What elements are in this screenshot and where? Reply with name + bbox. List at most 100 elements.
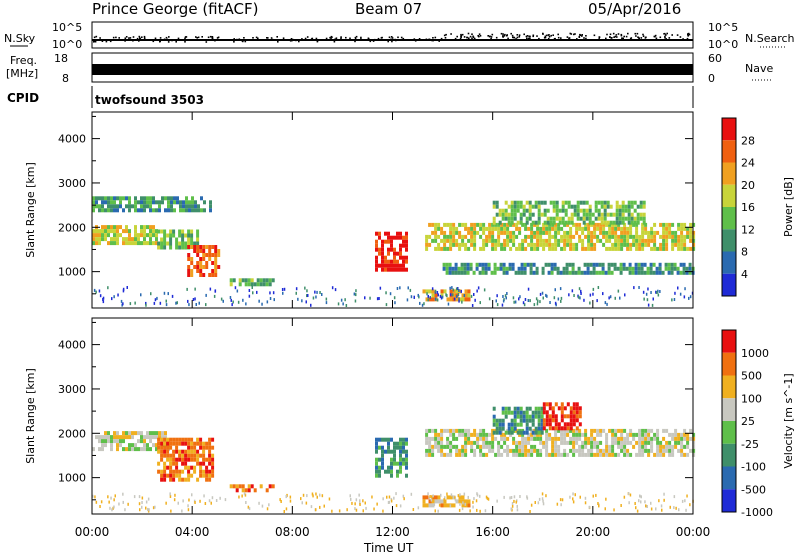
velocity-cell xyxy=(572,414,576,419)
velocity-scatter-point xyxy=(487,497,490,501)
power-cell xyxy=(181,237,185,242)
power-scatter-point xyxy=(437,293,439,297)
nave-tick-bottom: 0 xyxy=(708,72,715,85)
power-cell xyxy=(624,208,628,213)
velocity-cell xyxy=(551,414,555,419)
power-cell xyxy=(530,246,534,251)
power-cell xyxy=(208,249,212,253)
velocity-cell xyxy=(575,402,579,407)
power-cell xyxy=(565,266,569,271)
nsky-point xyxy=(391,37,394,39)
power-cell xyxy=(568,262,572,267)
power-cell xyxy=(390,259,393,264)
power-cell xyxy=(543,212,547,217)
power-cell xyxy=(146,204,149,209)
power-cell xyxy=(431,222,435,227)
power-scatter-point xyxy=(258,299,260,303)
velocity-cell xyxy=(545,448,549,453)
velocity-scatter-point xyxy=(373,507,375,511)
nsky-point xyxy=(488,35,491,38)
power-cell xyxy=(619,270,623,275)
velocity-cell xyxy=(578,432,582,437)
velocity-cell xyxy=(647,440,651,445)
velocity-scatter-point xyxy=(510,507,512,511)
velocity-cell xyxy=(128,435,131,440)
power-cell xyxy=(92,233,95,238)
power-cell xyxy=(434,222,438,227)
velocity-cell xyxy=(641,452,645,457)
velocity-cell xyxy=(593,440,597,445)
velocity-cell xyxy=(479,436,483,441)
power-cell xyxy=(607,262,611,267)
power-cell xyxy=(166,241,170,246)
power-scatter-point xyxy=(205,293,207,297)
velocity-cell xyxy=(578,414,582,419)
power-cell xyxy=(146,196,149,201)
velocity-cell xyxy=(557,452,561,457)
nsky-point xyxy=(454,37,457,40)
velocity-cell xyxy=(584,436,588,441)
power-scatter-point xyxy=(473,293,475,296)
velocity-cell xyxy=(551,440,555,445)
velocity-cell xyxy=(175,441,179,446)
power-cell xyxy=(642,200,646,205)
velocity-cell xyxy=(187,453,191,458)
nsky-point xyxy=(513,36,516,39)
power-scatter-point xyxy=(345,304,348,307)
power-cell xyxy=(491,242,495,247)
velocity-cell xyxy=(390,465,393,470)
nsky-point xyxy=(615,34,618,36)
power-cell xyxy=(589,262,593,267)
velocity-cell xyxy=(149,447,152,452)
velocity-scatter-point xyxy=(355,498,358,502)
power-cell xyxy=(524,222,528,227)
velocity-cell xyxy=(443,503,447,508)
nsky-point xyxy=(115,36,117,39)
velocity-cell xyxy=(190,441,194,446)
velocity-cell xyxy=(656,452,660,457)
power-cell xyxy=(584,246,588,251)
power-cell xyxy=(502,266,506,271)
power-cell xyxy=(262,278,266,283)
power-cell xyxy=(590,230,594,235)
velocity-scatter-point xyxy=(513,495,516,499)
freq-tick-bottom: 8 xyxy=(62,72,69,85)
power-scatter-point xyxy=(477,286,480,290)
power-scatter-point xyxy=(583,298,585,302)
power-scatter-point xyxy=(647,287,649,291)
power-cell xyxy=(674,230,678,235)
power-cell xyxy=(614,246,618,251)
power-scatter-point xyxy=(638,286,640,289)
power-scatter-point xyxy=(355,289,357,293)
power-cell xyxy=(623,234,627,239)
power-cell xyxy=(555,216,559,221)
velocity-scatter-point xyxy=(138,502,141,506)
power-scatter-point xyxy=(353,292,356,296)
power-cell xyxy=(528,216,532,221)
velocity-cell xyxy=(166,465,170,470)
power-cell xyxy=(101,233,104,238)
velocity-cell xyxy=(104,439,107,444)
power-cell xyxy=(618,220,622,225)
power-cell xyxy=(540,212,544,217)
power-cell xyxy=(513,200,517,205)
velocity-scatter-point xyxy=(316,495,318,499)
velocity-cell xyxy=(534,406,538,411)
nsky-point xyxy=(654,34,657,37)
velocity-cell xyxy=(497,440,501,445)
power-cell xyxy=(481,266,485,271)
power-cell xyxy=(528,208,532,213)
power-cell xyxy=(375,231,378,236)
power-echo-region xyxy=(425,222,696,251)
velocity-cell xyxy=(545,440,549,445)
velocity-cell xyxy=(387,465,390,470)
power-cell xyxy=(523,262,527,267)
power-cell xyxy=(653,242,657,247)
velocity-cell xyxy=(437,444,441,449)
power-cell xyxy=(634,270,638,275)
velocity-cell xyxy=(492,406,496,411)
power-cell xyxy=(561,208,565,213)
nsky-point xyxy=(645,36,647,39)
velocity-cell xyxy=(623,436,627,441)
velocity-cell xyxy=(596,448,600,453)
